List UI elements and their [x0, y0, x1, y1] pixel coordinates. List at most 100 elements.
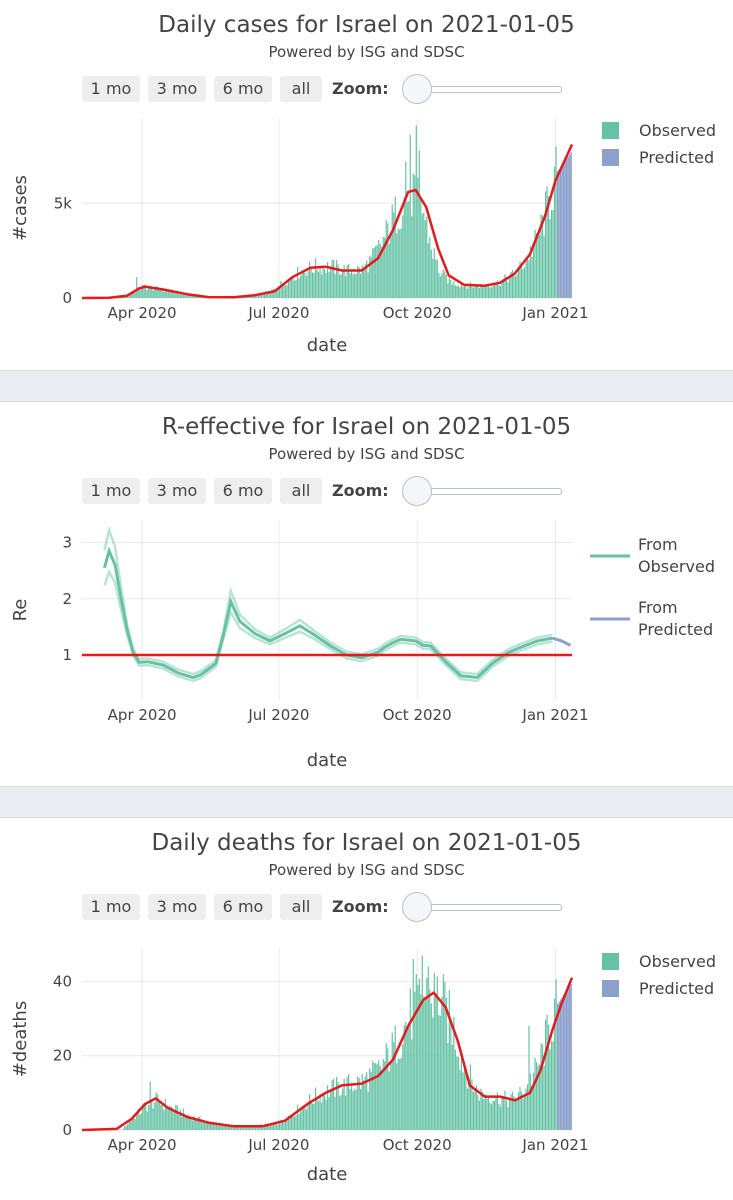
observed-bar: [136, 277, 138, 298]
observed-bar: [161, 1103, 163, 1130]
observed-bar: [462, 1072, 464, 1130]
observed-bar: [376, 245, 378, 298]
observed-bar: [158, 289, 160, 298]
observed-bar: [555, 979, 557, 1130]
observed-bar: [457, 1056, 459, 1130]
observed-bar: [399, 1058, 401, 1130]
observed-bar: [218, 1124, 220, 1130]
observed-bar: [275, 289, 278, 298]
observed-bar: [483, 1098, 485, 1130]
observed-bar: [230, 1126, 233, 1130]
range-6mo-button[interactable]: 6 mo: [214, 478, 272, 504]
observed-bar: [435, 259, 437, 298]
observed-bar: [292, 278, 294, 298]
observed-bar: [295, 1115, 297, 1130]
zoom-slider-handle[interactable]: [402, 476, 432, 506]
zoom-slider-handle[interactable]: [402, 892, 432, 922]
observed-bar: [142, 284, 144, 298]
range-1mo-button[interactable]: 1 mo: [82, 894, 140, 920]
observed-bar: [349, 273, 351, 298]
observed-bar: [184, 1113, 186, 1130]
observed-bar: [287, 1115, 290, 1130]
observed-bar: [310, 268, 312, 298]
x-axis-label: date: [307, 1164, 348, 1185]
observed-bar: [391, 1032, 393, 1130]
observed-bar: [263, 293, 266, 298]
observed-bar: [283, 283, 285, 298]
observed-bar: [435, 993, 437, 1130]
observed-bar: [175, 1104, 177, 1130]
observed-bar: [170, 1106, 172, 1130]
observed-bar: [537, 1065, 539, 1130]
observed-bar: [280, 1119, 282, 1130]
observed-bar: [517, 267, 520, 298]
range-1mo-button[interactable]: 1 mo: [82, 76, 140, 102]
predicted-bar: [565, 990, 568, 1130]
deaths-chart: 0 20 40 Apr 2020 Jul 2020 Oct 2020 Jan 2021 dat…: [10, 948, 716, 1185]
observed-bar: [447, 283, 449, 298]
observed-bar: [415, 125, 417, 298]
predicted-bar: [559, 166, 562, 298]
predicted-bar: [568, 154, 571, 298]
observed-bar: [444, 981, 446, 1130]
observed-bar: [375, 1063, 377, 1130]
observed-bar: [131, 1119, 133, 1130]
observed-bar: [460, 1055, 462, 1130]
zoom-slider-handle[interactable]: [402, 74, 432, 104]
x-axis-label: date: [307, 335, 348, 356]
observed-bar: [448, 274, 450, 298]
observed-bar: [166, 1108, 168, 1130]
range-6mo-button[interactable]: 6 mo: [214, 76, 272, 102]
observed-bar: [486, 1098, 488, 1130]
observed-bar: [427, 243, 429, 298]
observed-bar: [313, 272, 315, 298]
observed-bar: [301, 270, 303, 298]
observed-bar: [331, 259, 333, 298]
y-tick-label: 0: [62, 1121, 72, 1139]
observed-bar: [415, 974, 417, 1130]
observed-bar: [340, 1094, 342, 1130]
observed-bar: [286, 284, 288, 298]
observed-bar: [370, 257, 372, 298]
observed-bar: [367, 272, 369, 298]
observed-bar: [378, 240, 380, 298]
range-3mo-button[interactable]: 3 mo: [148, 76, 206, 102]
observed-bar: [205, 1122, 207, 1130]
chart-title: Daily cases for Israel on 2021-01-05: [158, 12, 575, 38]
observed-bar: [202, 1122, 204, 1130]
observed-bar: [146, 289, 148, 298]
observed-bar: [474, 286, 476, 298]
range-6mo-button[interactable]: 6 mo: [214, 894, 272, 920]
range-all-button[interactable]: all: [280, 76, 322, 102]
observed-bar: [348, 263, 350, 298]
observed-bar: [394, 1025, 396, 1130]
observed-bar: [400, 1057, 402, 1130]
observed-bar: [235, 1126, 237, 1130]
observed-bar: [143, 284, 145, 298]
range-all-button[interactable]: all: [280, 478, 322, 504]
observed-bar: [420, 199, 422, 298]
range-3mo-button[interactable]: 3 mo: [148, 478, 206, 504]
observed-bar: [122, 1128, 124, 1130]
zoom-label: Zoom:: [332, 481, 389, 500]
range-3mo-button[interactable]: 3 mo: [148, 894, 206, 920]
observed-bar: [445, 997, 447, 1130]
observed-bar: [438, 272, 440, 298]
zoom-label: Zoom:: [332, 897, 389, 916]
observed-bar: [358, 1078, 360, 1130]
observed-line: [103, 546, 553, 680]
x-tick-label: Apr 2020: [108, 304, 177, 322]
observed-bar: [495, 283, 497, 298]
observed-bar: [322, 266, 324, 298]
observed-bar: [172, 291, 174, 298]
range-all-button[interactable]: all: [280, 894, 322, 920]
observed-bar: [296, 267, 299, 298]
y-axis-label: Re: [10, 599, 31, 622]
observed-bar: [142, 1105, 144, 1130]
observed-bar: [149, 1081, 151, 1130]
range-1mo-button[interactable]: 1 mo: [82, 478, 140, 504]
observed-bar: [396, 1063, 398, 1130]
observed-bar: [236, 1125, 239, 1130]
observed-bar: [149, 285, 151, 298]
observed-bar: [248, 1126, 251, 1130]
